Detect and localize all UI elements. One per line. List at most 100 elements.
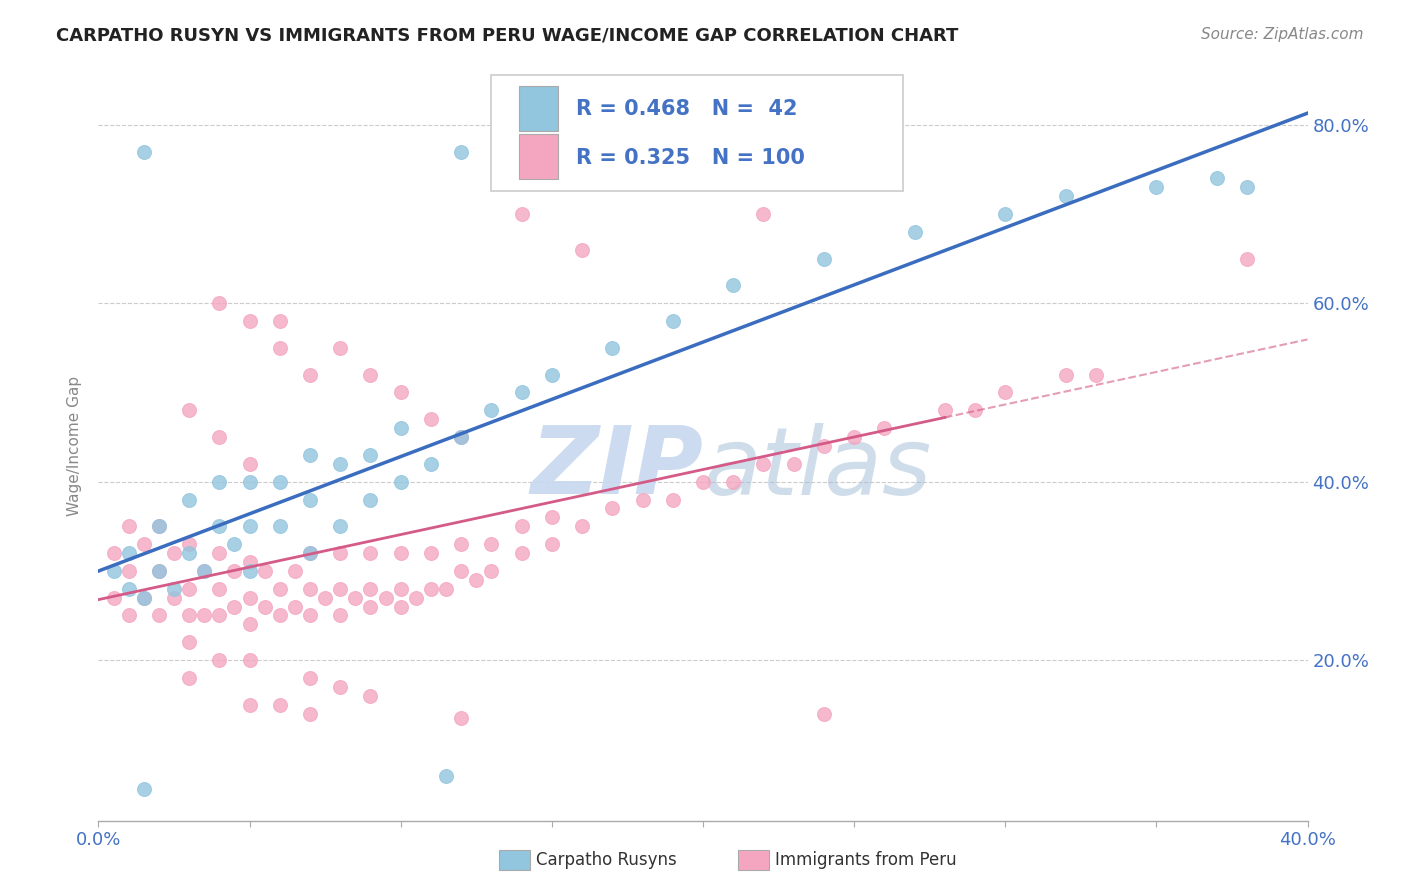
Point: [481, 564, 503, 578]
Point: [299, 368, 322, 382]
Point: [148, 519, 170, 533]
Point: [299, 706, 322, 721]
Point: [208, 608, 231, 623]
Point: [1236, 252, 1258, 266]
Text: CARPATHO RUSYN VS IMMIGRANTS FROM PERU WAGE/INCOME GAP CORRELATION CHART: CARPATHO RUSYN VS IMMIGRANTS FROM PERU W…: [56, 27, 959, 45]
Point: [450, 564, 472, 578]
Point: [540, 510, 562, 524]
Point: [873, 421, 896, 435]
Point: [299, 671, 322, 685]
Point: [389, 546, 412, 560]
Point: [571, 519, 593, 533]
Point: [253, 599, 276, 614]
Point: [813, 439, 835, 453]
Point: [239, 698, 262, 712]
Point: [239, 555, 262, 569]
Y-axis label: Wage/Income Gap: Wage/Income Gap: [67, 376, 83, 516]
Point: [360, 492, 382, 507]
Point: [193, 564, 215, 578]
Point: [602, 341, 624, 355]
Bar: [519, 134, 558, 178]
Point: [510, 207, 533, 221]
Point: [374, 591, 396, 605]
Point: [360, 546, 382, 560]
Text: ZIP: ZIP: [530, 423, 703, 515]
Point: [148, 608, 170, 623]
Point: [179, 635, 201, 649]
Point: [360, 689, 382, 703]
Point: [193, 608, 215, 623]
Point: [208, 582, 231, 596]
Point: [269, 519, 291, 533]
Point: [132, 782, 155, 797]
Point: [299, 492, 322, 507]
Point: [994, 207, 1017, 221]
Point: [420, 582, 443, 596]
Point: [434, 769, 457, 783]
Text: Source: ZipAtlas.com: Source: ZipAtlas.com: [1201, 27, 1364, 42]
Point: [752, 207, 775, 221]
Point: [118, 608, 141, 623]
Point: [239, 314, 262, 328]
Point: [571, 243, 593, 257]
Point: [208, 519, 231, 533]
Point: [329, 341, 352, 355]
Point: [208, 430, 231, 444]
Point: [510, 519, 533, 533]
Point: [360, 599, 382, 614]
Point: [118, 546, 141, 560]
Point: [692, 475, 714, 489]
Point: [208, 546, 231, 560]
Point: [239, 591, 262, 605]
Point: [1054, 368, 1077, 382]
FancyBboxPatch shape: [492, 75, 903, 191]
Point: [389, 385, 412, 400]
Point: [284, 599, 307, 614]
Point: [783, 457, 806, 471]
Point: [752, 457, 775, 471]
Point: [193, 564, 215, 578]
Point: [103, 546, 125, 560]
Point: [450, 430, 472, 444]
Point: [934, 403, 956, 417]
Point: [420, 457, 443, 471]
Point: [132, 591, 155, 605]
Point: [602, 501, 624, 516]
Point: [132, 591, 155, 605]
Point: [299, 546, 322, 560]
Point: [239, 617, 262, 632]
Point: [239, 564, 262, 578]
Point: [661, 492, 683, 507]
Point: [450, 537, 472, 551]
Bar: [519, 87, 558, 131]
Point: [299, 608, 322, 623]
Point: [510, 385, 533, 400]
Point: [360, 448, 382, 462]
Point: [661, 314, 683, 328]
Point: [813, 252, 835, 266]
Point: [132, 145, 155, 159]
Point: [1054, 189, 1077, 203]
Point: [631, 492, 654, 507]
Point: [329, 608, 352, 623]
Point: [132, 537, 155, 551]
Point: [163, 591, 186, 605]
Point: [329, 546, 352, 560]
Point: [148, 564, 170, 578]
Point: [813, 706, 835, 721]
Point: [405, 591, 427, 605]
Point: [1236, 180, 1258, 194]
Point: [481, 537, 503, 551]
Point: [329, 582, 352, 596]
Point: [208, 475, 231, 489]
Point: [329, 519, 352, 533]
Point: [224, 599, 246, 614]
Point: [163, 582, 186, 596]
Point: [239, 519, 262, 533]
Point: [965, 403, 987, 417]
Point: [450, 430, 472, 444]
Point: [510, 546, 533, 560]
Point: [420, 412, 443, 426]
Point: [360, 582, 382, 596]
Point: [269, 341, 291, 355]
